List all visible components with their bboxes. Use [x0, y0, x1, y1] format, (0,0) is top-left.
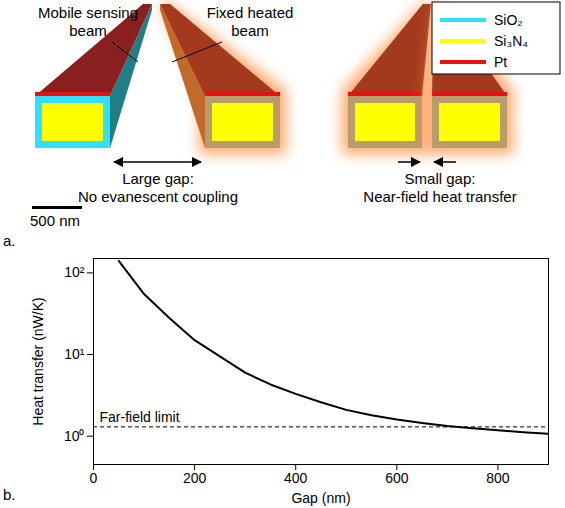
svg-text:SiO₂: SiO₂ [494, 12, 523, 28]
svg-text:800: 800 [486, 470, 510, 486]
svg-text:Heat transfer (nW/K): Heat transfer (nW/K) [30, 297, 46, 425]
svg-text:Large gap:No evanescent coupli: Large gap:No evanescent coupling [78, 170, 238, 205]
html-text:b.: b. [3, 486, 16, 503]
svg-text:500 nm: 500 nm [30, 212, 80, 229]
svg-text:0: 0 [90, 470, 98, 486]
svg-text:10²: 10² [64, 264, 85, 280]
svg-text:Pt: Pt [494, 54, 507, 70]
svg-text:400: 400 [284, 470, 308, 486]
svg-text:Si₃N₄: Si₃N₄ [494, 33, 528, 49]
svg-text:Fixed heatedbeam: Fixed heatedbeam [207, 4, 294, 39]
svg-text:a.: a. [3, 232, 16, 249]
svg-text:Small gap:Near-field heat tran: Small gap:Near-field heat transfer [363, 170, 516, 205]
svg-text:600: 600 [385, 470, 409, 486]
svg-text:Mobile sensingbeam: Mobile sensingbeam [38, 4, 138, 39]
svg-text:Gap (nm): Gap (nm) [291, 490, 350, 506]
svg-text:10¹: 10¹ [64, 346, 85, 362]
svg-text:200: 200 [183, 470, 207, 486]
svg-text:10⁰: 10⁰ [64, 428, 85, 444]
svg-text:Far-field limit: Far-field limit [100, 409, 180, 425]
